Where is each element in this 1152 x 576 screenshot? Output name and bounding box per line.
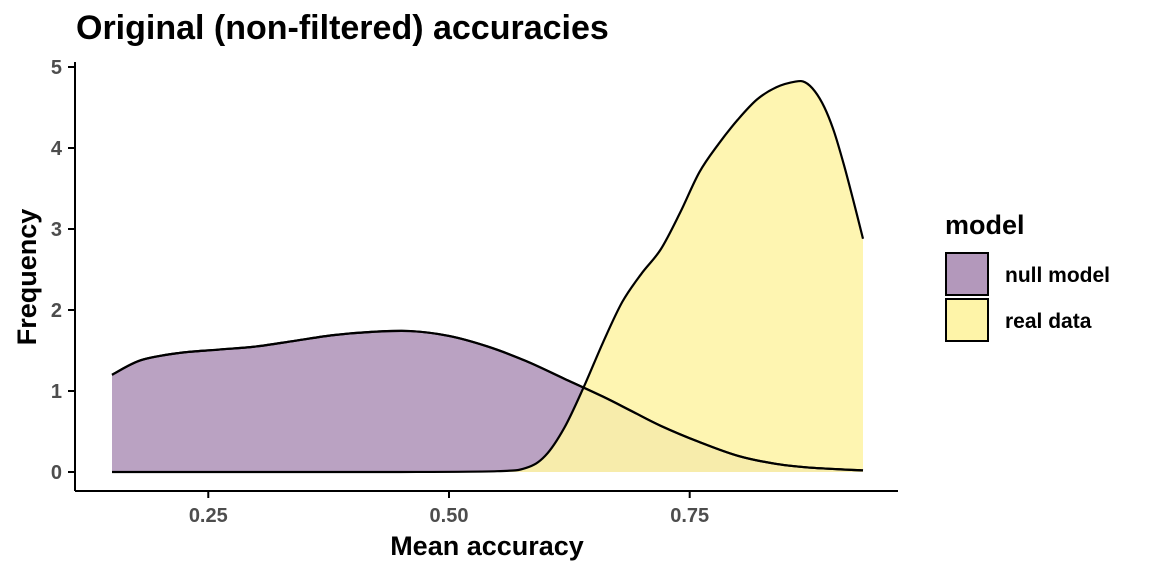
x-tick-label-0.50: 0.50 [430, 505, 469, 527]
x-tick-label-0.25: 0.25 [189, 505, 228, 527]
density-areas [112, 81, 863, 473]
legend-items: null model real data [945, 252, 1110, 342]
y-axis-title: Frequency [12, 209, 42, 346]
y-tick-label-2: 2 [51, 300, 62, 322]
y-tick-label-5: 5 [51, 57, 62, 79]
density-curve-real-data [112, 79, 865, 474]
density-curve-null-model-overlay [111, 329, 864, 472]
legend-label-real-data: real data [1005, 310, 1092, 333]
y-axis-ticks: 0 1 2 3 4 5 [51, 57, 75, 484]
plot-area [111, 79, 865, 474]
y-tick-label-1: 1 [51, 381, 62, 403]
legend-title: model [945, 210, 1025, 240]
x-axis-title: Mean accuracy [390, 531, 584, 561]
x-axis-ticks: 0.25 0.50 0.75 [189, 491, 709, 527]
density-curves [111, 79, 865, 474]
chart-title: Original (non-filtered) accuracies [76, 9, 609, 47]
x-tick-label-0.75: 0.75 [670, 505, 709, 527]
y-tick-label-0: 0 [51, 462, 62, 484]
legend: model null model real data [945, 210, 1110, 342]
legend-label-null-model: null model [1005, 264, 1110, 287]
density-area-real-data [112, 81, 863, 473]
legend-key-real-data [945, 298, 989, 342]
legend-key-null-model [945, 252, 989, 296]
y-tick-label-3: 3 [51, 219, 62, 241]
y-tick-label-4: 4 [51, 138, 63, 160]
